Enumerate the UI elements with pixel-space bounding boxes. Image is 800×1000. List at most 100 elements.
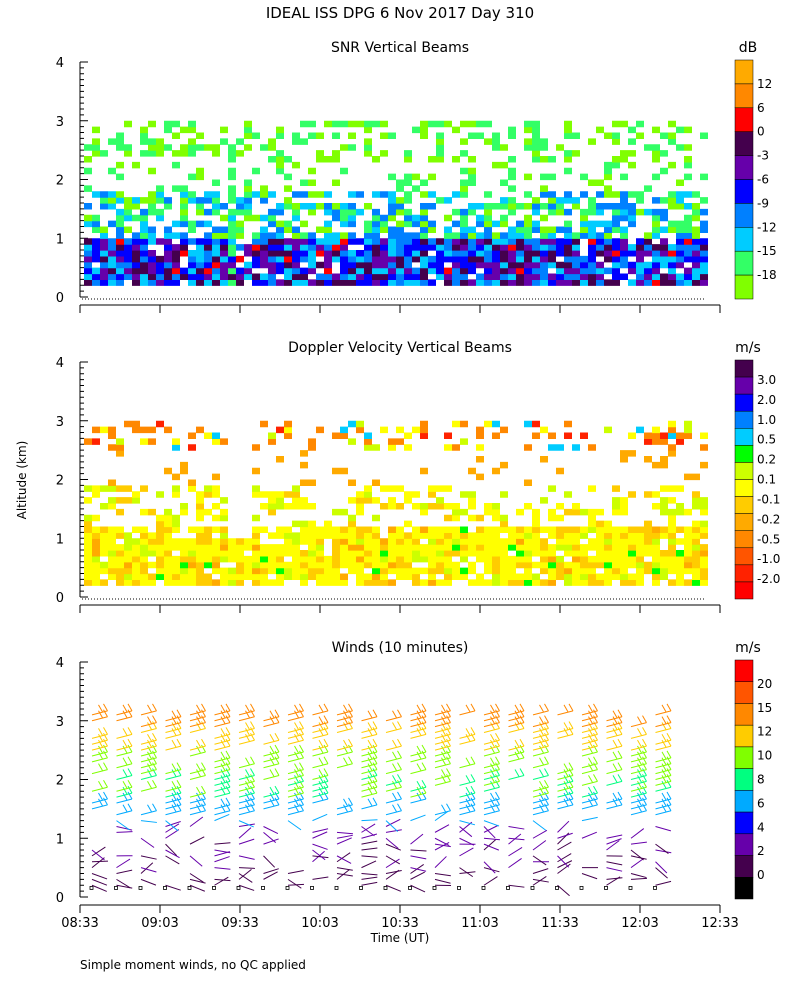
doppler-cell bbox=[556, 567, 564, 575]
doppler-cell bbox=[460, 438, 468, 445]
snr-cell bbox=[124, 255, 132, 263]
doppler-cell bbox=[404, 491, 412, 498]
snr-cell bbox=[380, 238, 388, 245]
wind-barb bbox=[410, 744, 427, 757]
wind-barb bbox=[630, 738, 647, 751]
doppler-cell bbox=[428, 550, 436, 557]
doppler-cell bbox=[372, 579, 380, 586]
snr-cell bbox=[388, 267, 396, 275]
doppler-cell bbox=[204, 526, 212, 533]
doppler-cell bbox=[700, 550, 708, 557]
doppler-cell bbox=[124, 555, 132, 563]
wind-barb bbox=[165, 768, 182, 780]
snr-cell bbox=[612, 226, 620, 233]
snr-cell bbox=[596, 208, 604, 216]
wind-barb bbox=[287, 703, 304, 716]
wind-barb bbox=[214, 867, 231, 870]
wind-barb bbox=[336, 715, 353, 728]
snr-cell bbox=[412, 232, 420, 239]
doppler-cell bbox=[532, 550, 540, 557]
doppler-cell bbox=[204, 555, 212, 563]
snr-cell bbox=[404, 250, 412, 257]
y-tick-label: 4 bbox=[56, 56, 64, 71]
doppler-cell bbox=[172, 473, 180, 481]
snr-cell bbox=[620, 197, 628, 204]
snr-cell bbox=[620, 232, 628, 239]
snr-cell bbox=[124, 144, 132, 151]
x-tick-label: 09:03 bbox=[141, 916, 178, 931]
snr-cell bbox=[556, 250, 564, 257]
snr-cell bbox=[404, 273, 412, 280]
y-tick-label: 1 bbox=[56, 232, 64, 247]
wind-barb bbox=[91, 860, 109, 863]
doppler-cell bbox=[340, 508, 348, 516]
snr-cell bbox=[180, 150, 188, 157]
snr-cell bbox=[556, 273, 564, 280]
wind-barb bbox=[410, 762, 427, 775]
doppler-cell bbox=[204, 561, 212, 569]
wind-barb bbox=[336, 803, 353, 816]
doppler-cell bbox=[492, 579, 500, 586]
snr-cell bbox=[84, 261, 92, 269]
doppler-cell bbox=[428, 503, 436, 510]
doppler-cell bbox=[444, 485, 452, 492]
doppler-cell bbox=[140, 508, 148, 516]
wind-barb bbox=[214, 715, 231, 728]
snr-cell bbox=[356, 267, 364, 275]
doppler-cell bbox=[612, 567, 620, 575]
doppler-cell bbox=[500, 520, 508, 528]
doppler-cell bbox=[292, 544, 300, 551]
snr-cell bbox=[476, 250, 484, 257]
x-tick-label: 10:33 bbox=[381, 916, 418, 931]
doppler-cell bbox=[380, 426, 388, 434]
doppler-cell bbox=[236, 573, 244, 580]
snr-cell bbox=[84, 279, 92, 286]
doppler-cell bbox=[276, 579, 284, 586]
doppler-cell bbox=[588, 514, 596, 522]
snr-cell bbox=[540, 255, 548, 263]
wind-barb bbox=[630, 877, 648, 880]
snr-cell bbox=[444, 244, 452, 251]
doppler-cell bbox=[332, 567, 340, 575]
wind-barb bbox=[140, 768, 157, 780]
doppler-cell bbox=[204, 508, 212, 516]
snr-cell bbox=[244, 273, 252, 280]
doppler-cell bbox=[228, 550, 236, 557]
snr-cell bbox=[316, 203, 324, 210]
snr-cell bbox=[652, 150, 660, 157]
wind-barb bbox=[385, 780, 402, 792]
snr-cell bbox=[132, 279, 140, 286]
snr-cell bbox=[492, 132, 500, 139]
wind-barb bbox=[606, 867, 623, 872]
doppler-cell bbox=[148, 532, 156, 539]
doppler-cell bbox=[500, 426, 508, 434]
doppler-cell bbox=[244, 544, 252, 551]
snr-cell bbox=[476, 203, 484, 210]
wind-barb bbox=[238, 827, 252, 839]
snr-cell bbox=[660, 226, 668, 233]
snr-cell bbox=[428, 191, 436, 198]
doppler-cell bbox=[452, 561, 460, 569]
wind-barb bbox=[263, 831, 277, 844]
doppler-cell bbox=[636, 550, 644, 557]
snr-cell bbox=[612, 120, 620, 128]
snr-cell bbox=[516, 203, 524, 210]
snr-cell bbox=[548, 255, 556, 263]
doppler-cell bbox=[164, 526, 172, 533]
snr-cell bbox=[452, 250, 460, 257]
doppler-cell bbox=[620, 567, 628, 575]
snr-cell bbox=[604, 267, 612, 275]
doppler-cell bbox=[116, 561, 124, 569]
doppler-cell bbox=[628, 491, 636, 498]
snr-cell bbox=[92, 267, 100, 275]
doppler-cell bbox=[692, 579, 700, 586]
snr-cell bbox=[156, 267, 164, 275]
wind-barb bbox=[606, 797, 623, 810]
doppler-cell bbox=[172, 561, 180, 569]
snr-cell bbox=[508, 232, 516, 239]
snr-cell bbox=[468, 120, 476, 128]
snr-cell bbox=[124, 150, 132, 157]
snr-cell bbox=[532, 244, 540, 251]
doppler-cell bbox=[260, 567, 268, 575]
wind-barb bbox=[287, 791, 304, 804]
